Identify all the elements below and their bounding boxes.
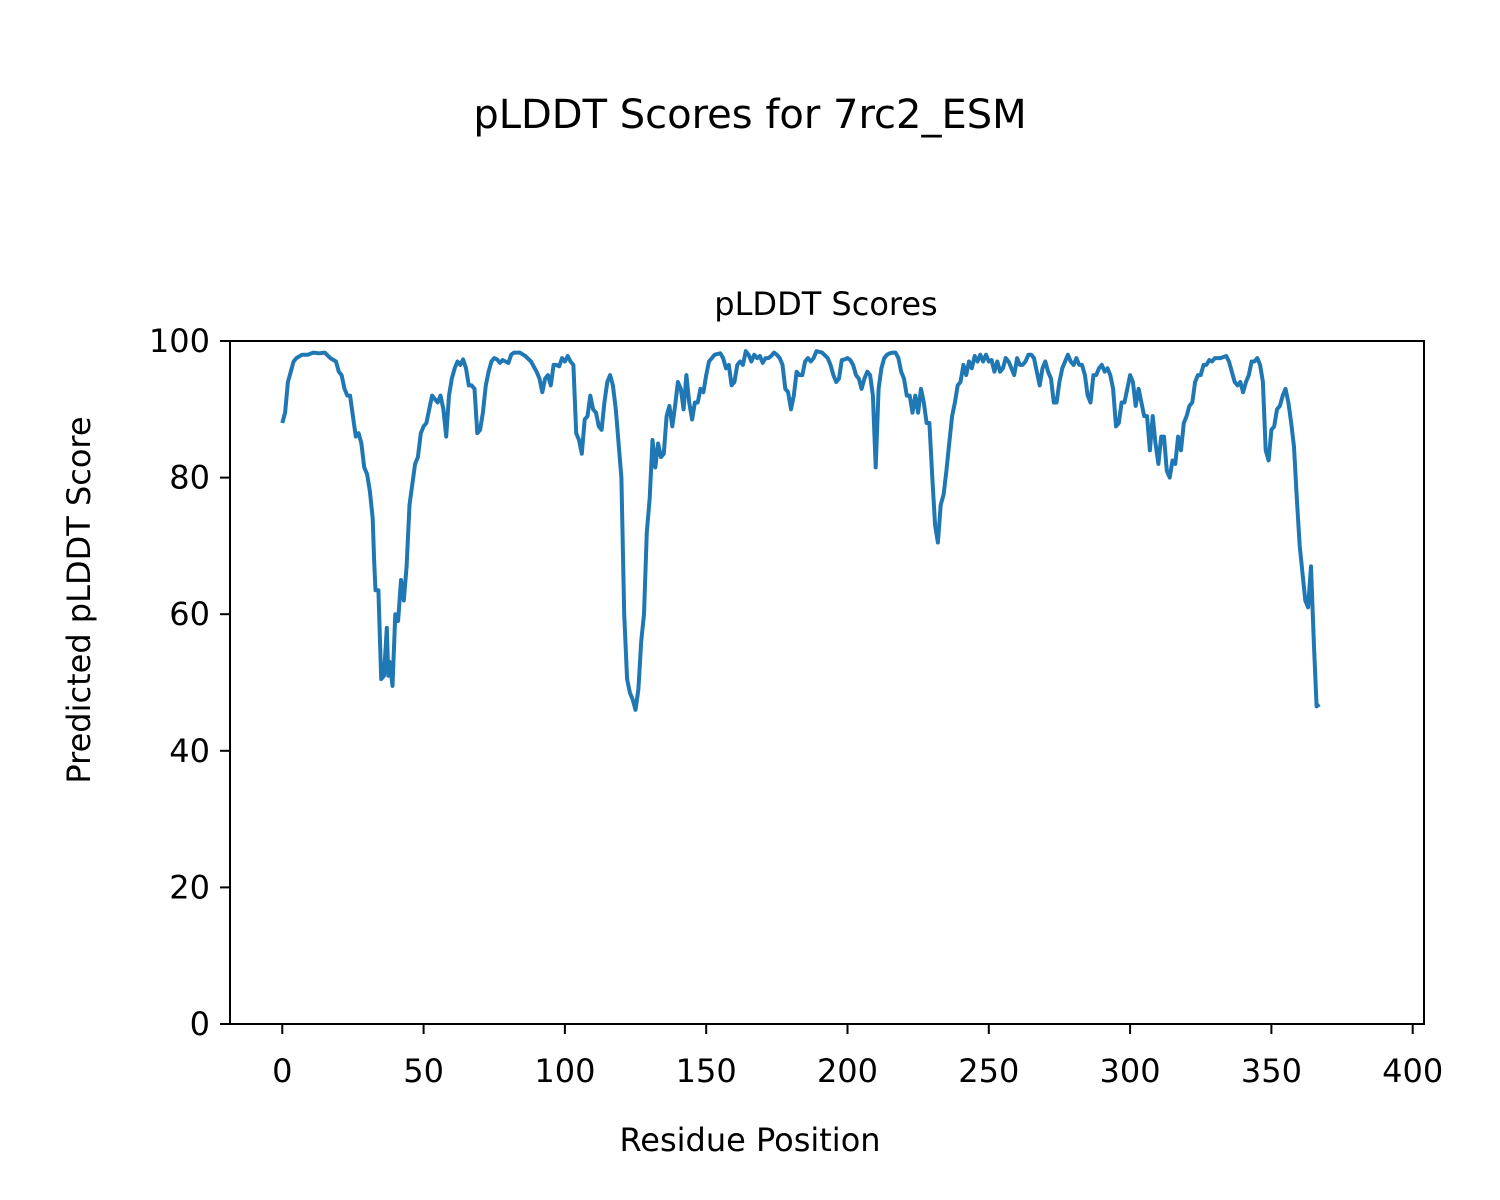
axes-title: pLDDT Scores: [714, 285, 937, 323]
x-tick-label: 200: [817, 1052, 878, 1090]
y-tick-label: 100: [149, 322, 210, 360]
x-tick-label: 150: [676, 1052, 737, 1090]
y-tick-label: 60: [169, 595, 210, 633]
x-axis: 0 50 100 150 200 250 300 350 400: [272, 1024, 1443, 1090]
y-tick-label: 40: [169, 732, 210, 770]
y-tick-label: 80: [169, 459, 210, 497]
figure-suptitle: pLDDT Scores for 7rc2_ESM: [473, 92, 1027, 138]
y-tick-label: 0: [190, 1005, 210, 1043]
x-tick-label: 0: [272, 1052, 292, 1090]
plot-area: [280, 349, 1321, 712]
x-tick-label: 350: [1241, 1052, 1302, 1090]
x-axis-label: Residue Position: [619, 1121, 880, 1159]
y-axis-label: Predicted pLDDT Score: [60, 416, 98, 783]
y-axis: 0 20 40 60 80 100: [149, 322, 230, 1043]
series-line-plddt: [280, 349, 1321, 712]
y-tick-label: 20: [169, 868, 210, 906]
x-tick-label: 50: [403, 1052, 444, 1090]
x-tick-label: 100: [534, 1052, 595, 1090]
x-tick-label: 400: [1382, 1052, 1443, 1090]
axes-frame: [229, 340, 1425, 1025]
x-tick-label: 250: [958, 1052, 1019, 1090]
x-tick-label: 300: [1100, 1052, 1161, 1090]
